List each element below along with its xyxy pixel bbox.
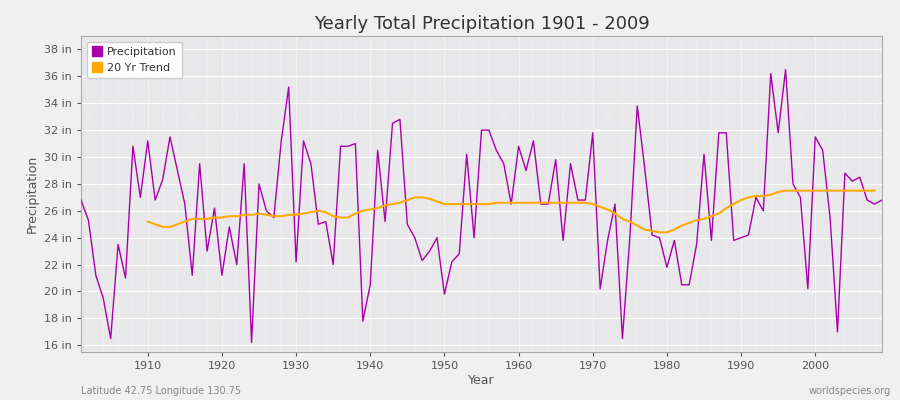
Text: worldspecies.org: worldspecies.org (809, 386, 891, 396)
Legend: Precipitation, 20 Yr Trend: Precipitation, 20 Yr Trend (86, 42, 182, 78)
Title: Yearly Total Precipitation 1901 - 2009: Yearly Total Precipitation 1901 - 2009 (313, 15, 650, 33)
Text: Latitude 42.75 Longitude 130.75: Latitude 42.75 Longitude 130.75 (81, 386, 241, 396)
X-axis label: Year: Year (468, 374, 495, 387)
Y-axis label: Precipitation: Precipitation (25, 155, 39, 233)
